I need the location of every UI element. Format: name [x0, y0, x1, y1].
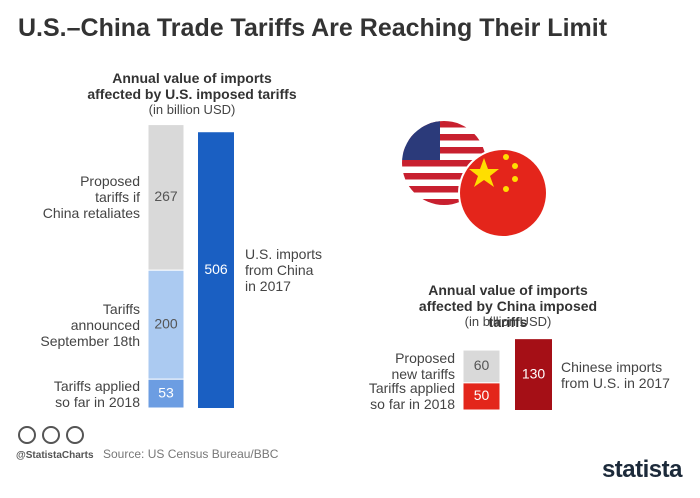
brand-logo: statista: [601, 456, 683, 483]
value-label: 50: [474, 387, 490, 403]
bar-segment: [462, 382, 501, 411]
value-label: 130: [522, 365, 546, 381]
total-label: Chinese imports from U.S. in 2017: [561, 358, 670, 391]
segment-label: Tariffs applied so far in 2018: [368, 380, 455, 413]
bar-segment: [147, 269, 185, 380]
segment-label: Proposed new tariffs: [391, 350, 455, 383]
total-bar: [515, 339, 552, 410]
value-label: 200: [154, 315, 178, 331]
bar-segment: [147, 124, 185, 271]
chart-title: Annual value of imports affected by Chin…: [418, 282, 598, 330]
license-icons: [18, 426, 84, 444]
page-title: U.S.–China Trade Tariffs Are Reaching Th…: [18, 14, 608, 42]
chart-subtitle: (in billion USD): [464, 314, 552, 329]
chart-title: Annual value of imports affected by U.S.…: [87, 70, 297, 102]
chart-subtitle: (in billion USD): [148, 102, 236, 117]
segment-label: Proposed tariffs if China retaliates: [42, 173, 140, 222]
total-bar: [198, 132, 234, 409]
value-label: 53: [158, 384, 174, 400]
bar-segment: [462, 349, 501, 384]
total-label: U.S. imports from China in 2017: [245, 246, 323, 295]
value-label: 506: [204, 261, 228, 277]
segment-label: Tariffs applied so far in 2018: [53, 377, 140, 410]
segment-label: Tariffs announced September 18th: [40, 300, 140, 349]
source: Source: US Census Bureau/BBC: [103, 447, 279, 461]
bar-segment: [147, 378, 185, 409]
handle: @StatistaCharts: [16, 450, 94, 461]
value-label: 60: [474, 357, 490, 373]
china-flag: [458, 148, 548, 238]
value-label: 267: [154, 188, 178, 204]
